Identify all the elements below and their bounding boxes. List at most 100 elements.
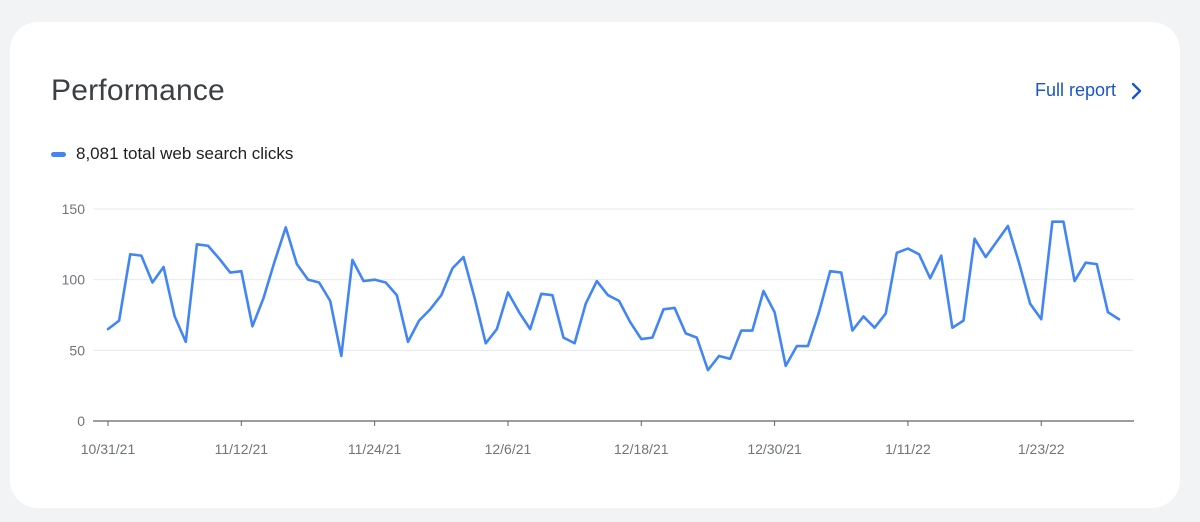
data-point <box>428 307 433 312</box>
data-point <box>139 253 144 258</box>
data-point <box>372 277 377 282</box>
data-point <box>528 327 533 332</box>
data-point <box>850 328 855 333</box>
data-point <box>172 314 177 319</box>
data-point <box>250 324 255 329</box>
data-point <box>217 256 222 261</box>
data-point <box>383 280 388 285</box>
data-point <box>450 266 455 271</box>
data-point <box>161 264 166 269</box>
data-point <box>394 293 399 298</box>
data-point <box>761 288 766 293</box>
data-point <box>750 328 755 333</box>
data-point <box>1050 219 1055 224</box>
data-point <box>550 293 555 298</box>
data-point <box>961 318 966 323</box>
series-layer <box>106 219 1121 373</box>
data-point <box>150 280 155 285</box>
data-point <box>272 259 277 264</box>
data-point <box>1094 262 1099 267</box>
data-point <box>205 243 210 248</box>
data-point <box>239 269 244 274</box>
data-point <box>194 242 199 247</box>
data-point <box>617 298 622 303</box>
legend-swatch <box>51 151 66 157</box>
data-point <box>939 253 944 258</box>
data-point <box>1061 219 1066 224</box>
x-tick-label: 11/12/21 <box>215 441 269 457</box>
legend-label: 8,081 total web search clicks <box>76 144 294 163</box>
data-point <box>794 344 799 349</box>
y-axis-ticks: 0 50 100 150 <box>62 201 86 429</box>
performance-card: Performance Full report 8,081 total web … <box>10 22 1180 508</box>
data-point <box>672 305 677 310</box>
data-point <box>817 310 822 315</box>
data-point <box>405 339 410 344</box>
data-point <box>305 277 310 282</box>
data-point <box>583 301 588 306</box>
data-point <box>917 252 922 257</box>
data-point <box>1083 260 1088 265</box>
data-point <box>594 279 599 284</box>
data-point <box>283 225 288 230</box>
data-point <box>494 327 499 332</box>
data-point <box>294 262 299 267</box>
data-point <box>472 296 477 301</box>
data-point <box>261 296 266 301</box>
data-point <box>183 339 188 344</box>
data-point <box>228 270 233 275</box>
data-point <box>883 311 888 316</box>
data-point <box>1072 279 1077 284</box>
data-point <box>561 335 566 340</box>
data-point <box>783 363 788 368</box>
y-tick-label: 50 <box>69 342 85 358</box>
data-point <box>1017 260 1022 265</box>
data-point <box>839 270 844 275</box>
data-point <box>539 291 544 296</box>
data-point <box>1028 301 1033 306</box>
data-point <box>872 325 877 330</box>
data-point <box>483 341 488 346</box>
card-title: Performance <box>51 74 225 107</box>
gridlines <box>93 208 1134 422</box>
x-tick-label: 12/6/21 <box>485 441 532 457</box>
x-axis-ticks: 10/31/21 11/12/21 11/24/21 12/6/21 12/18/21 1… <box>81 421 1065 457</box>
full-report-link[interactable]: Full report <box>1035 80 1144 101</box>
data-point <box>694 335 699 340</box>
x-tick-label: 1/11/22 <box>885 441 931 457</box>
data-point <box>728 356 733 361</box>
data-point <box>950 325 955 330</box>
data-point <box>628 320 633 325</box>
data-point <box>117 318 122 323</box>
x-tick-label: 12/18/21 <box>614 441 669 457</box>
x-tick-label: 11/24/21 <box>348 441 402 457</box>
data-point <box>905 246 910 251</box>
data-point <box>417 318 422 323</box>
data-point <box>461 255 466 260</box>
data-point <box>705 368 710 373</box>
x-tick-label: 10/31/21 <box>81 441 136 457</box>
data-point <box>650 335 655 340</box>
data-point <box>972 236 977 241</box>
data-point <box>572 341 577 346</box>
data-point <box>605 293 610 298</box>
data-point <box>805 344 810 349</box>
data-point <box>828 269 833 274</box>
data-point <box>328 298 333 303</box>
data-point <box>994 239 999 244</box>
data-point <box>717 353 722 358</box>
data-point <box>361 279 366 284</box>
data-point <box>772 310 777 315</box>
data-point <box>106 327 111 332</box>
data-point <box>1105 310 1110 315</box>
data-point <box>517 310 522 315</box>
data-point <box>1005 223 1010 228</box>
data-point <box>894 250 899 255</box>
chart-legend[interactable]: 8,081 total web search clicks <box>51 144 293 164</box>
y-tick-label: 150 <box>62 201 86 217</box>
data-point <box>128 252 133 257</box>
x-tick-label: 1/23/22 <box>1018 441 1065 457</box>
data-point <box>339 353 344 358</box>
series-line-web-search-clicks <box>106 220 1121 372</box>
